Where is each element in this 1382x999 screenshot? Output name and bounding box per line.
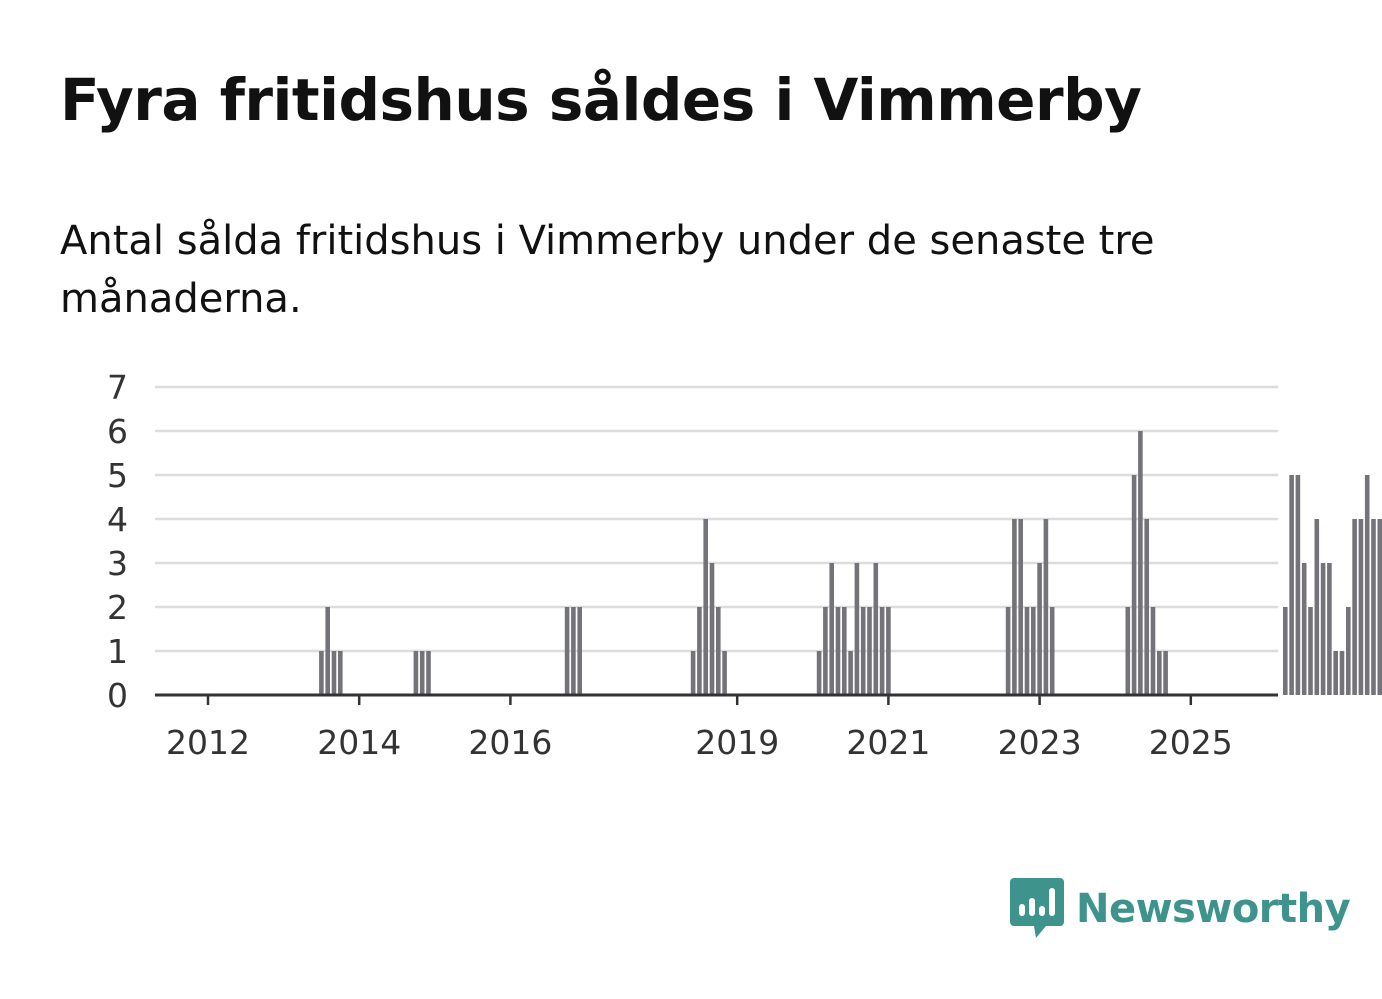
bar bbox=[325, 607, 330, 695]
bar bbox=[1314, 519, 1320, 695]
bar bbox=[571, 607, 576, 695]
bar bbox=[1301, 563, 1307, 695]
x-tick-label: 2021 bbox=[846, 723, 930, 762]
bar bbox=[1308, 607, 1313, 695]
bar bbox=[1031, 607, 1036, 695]
x-tick-label: 2023 bbox=[998, 723, 1082, 762]
bar bbox=[1283, 607, 1288, 695]
bar bbox=[1012, 519, 1017, 695]
bar bbox=[1346, 607, 1351, 695]
y-axis-tick-labels: 0 1 2 3 4 5 6 7 bbox=[107, 368, 128, 715]
bar bbox=[1358, 519, 1364, 695]
bar bbox=[716, 607, 721, 695]
bar bbox=[709, 563, 715, 695]
bar bbox=[413, 651, 419, 695]
bars bbox=[319, 431, 1382, 695]
bar bbox=[1289, 475, 1294, 695]
bar bbox=[1005, 607, 1011, 695]
y-tick-label: 7 bbox=[107, 368, 128, 407]
bar bbox=[886, 607, 891, 695]
y-tick-label: 2 bbox=[107, 588, 128, 627]
bar bbox=[1327, 563, 1332, 695]
bar bbox=[338, 651, 343, 695]
bar bbox=[703, 519, 708, 695]
bar bbox=[1125, 607, 1131, 695]
bar bbox=[1364, 475, 1370, 695]
bar bbox=[1138, 431, 1143, 695]
bar bbox=[1144, 519, 1149, 695]
bar bbox=[1352, 519, 1357, 695]
x-tick-label: 2016 bbox=[468, 723, 552, 762]
bar bbox=[419, 651, 425, 695]
bar bbox=[1157, 651, 1162, 695]
bar bbox=[1371, 519, 1376, 695]
bar bbox=[1339, 651, 1345, 695]
x-axis-tick-labels: 2012 2014 2016 2019 2021 2023 2025 bbox=[166, 723, 1233, 762]
bar bbox=[1018, 519, 1023, 695]
bar bbox=[848, 651, 853, 695]
bar bbox=[722, 651, 727, 695]
bar bbox=[564, 607, 570, 695]
x-axis bbox=[155, 693, 1278, 705]
brand-name: Newsworthy bbox=[1076, 886, 1351, 932]
bar bbox=[1150, 607, 1156, 695]
bar bbox=[1024, 607, 1030, 695]
y-tick-label: 4 bbox=[107, 500, 128, 539]
chart-subtitle: Antal sålda fritidshus i Vimmerby under … bbox=[60, 218, 1155, 322]
bar bbox=[854, 563, 860, 695]
bar bbox=[1043, 519, 1049, 695]
chart-title: Fyra fritidshus såldes i Vimmerby bbox=[60, 66, 1142, 134]
y-tick-label: 3 bbox=[107, 544, 128, 583]
bar bbox=[1037, 563, 1042, 695]
x-tick-label: 2014 bbox=[317, 723, 401, 762]
x-tick-label: 2019 bbox=[695, 723, 779, 762]
bar bbox=[1377, 519, 1382, 695]
bar bbox=[829, 563, 834, 695]
bar bbox=[860, 607, 866, 695]
bar bbox=[823, 607, 828, 695]
bar bbox=[879, 607, 885, 695]
bar bbox=[1295, 475, 1301, 695]
bar bbox=[577, 607, 582, 695]
bar bbox=[690, 651, 696, 695]
bar bbox=[1049, 607, 1055, 695]
y-tick-label: 1 bbox=[107, 632, 128, 671]
bar bbox=[867, 607, 872, 695]
bar bbox=[697, 607, 702, 695]
bar bbox=[842, 607, 847, 695]
y-tick-label: 6 bbox=[107, 412, 128, 451]
bar bbox=[1131, 475, 1137, 695]
bar bbox=[873, 563, 879, 695]
y-tick-label: 5 bbox=[107, 456, 128, 495]
bar bbox=[1333, 651, 1338, 695]
bar bbox=[426, 651, 431, 695]
bar bbox=[816, 651, 822, 695]
bar bbox=[835, 607, 841, 695]
newsworthy-brand: Newsworthy bbox=[1010, 878, 1351, 940]
bar bbox=[319, 651, 324, 695]
x-tick-label: 2025 bbox=[1149, 723, 1233, 762]
bar bbox=[1320, 563, 1326, 695]
y-tick-label: 0 bbox=[107, 676, 128, 715]
bar bbox=[1163, 651, 1168, 695]
bar bbox=[331, 651, 337, 695]
gridlines bbox=[155, 385, 1278, 653]
x-tick-label: 2012 bbox=[166, 723, 250, 762]
newsworthy-logo-icon bbox=[1010, 878, 1064, 938]
